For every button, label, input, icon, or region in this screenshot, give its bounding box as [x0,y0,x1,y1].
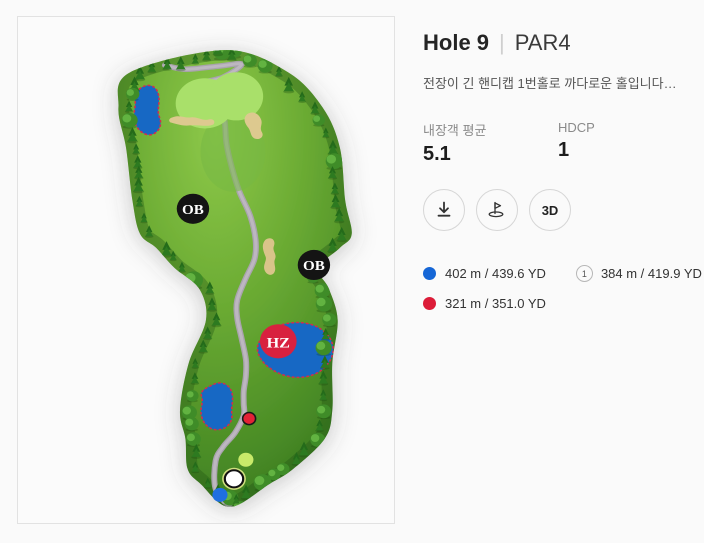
svg-text:HZ: HZ [267,335,290,351]
svg-text:OB: OB [182,202,204,217]
svg-text:OB: OB [303,258,325,273]
